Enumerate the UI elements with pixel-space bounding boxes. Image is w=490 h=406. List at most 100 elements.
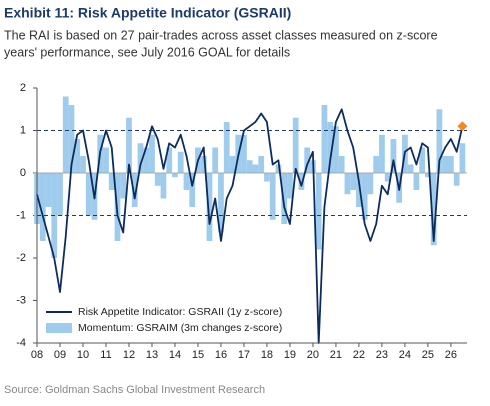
x-tick-label: 19 — [284, 349, 296, 361]
x-tick-label: 21 — [330, 349, 342, 361]
legend-box — [40, 302, 300, 338]
momentum-bar — [74, 139, 81, 173]
momentum-bar — [275, 164, 282, 173]
x-tick-label: 18 — [261, 349, 273, 361]
momentum-bar — [430, 173, 437, 246]
legend-label: Momentum: GSRAIM (3m changes z-score) — [78, 322, 282, 334]
momentum-bar — [333, 126, 339, 173]
momentum-bar — [252, 164, 259, 173]
rai-line — [36, 108, 464, 344]
momentum-bar — [45, 173, 52, 207]
momentum-bar — [413, 173, 420, 190]
momentum-bar — [356, 173, 362, 207]
momentum-bar — [149, 134, 155, 173]
source: Source: Goldman Sachs Global Investment … — [4, 384, 265, 396]
momentum-bar — [453, 173, 460, 186]
y-tick-label: 0 — [20, 167, 26, 179]
momentum-bar — [160, 173, 167, 199]
momentum-bar — [212, 147, 219, 173]
x-tick-label: 14 — [169, 349, 181, 361]
x-tick-label: 15 — [192, 349, 204, 361]
x-tick-label: 25 — [422, 349, 434, 361]
y-tick-label: -4 — [16, 337, 26, 349]
x-tick-label: 10 — [77, 349, 89, 361]
momentum-bar — [68, 105, 75, 173]
momentum-bar — [103, 147, 109, 173]
momentum-bar — [338, 156, 345, 173]
momentum-bar — [315, 173, 322, 250]
momentum-bar — [390, 139, 397, 173]
momentum-bar — [373, 156, 380, 173]
x-tick-label: 11 — [100, 349, 111, 361]
legend-label: Risk Appetite Indicator: GSRAII (1y z-sc… — [78, 306, 282, 318]
momentum-bar — [287, 173, 293, 199]
momentum-bar — [137, 143, 144, 173]
momentum-bar — [62, 96, 69, 173]
momentum-bar — [327, 122, 334, 173]
momentum-bar — [154, 173, 161, 186]
momentum-bar — [361, 173, 368, 220]
momentum-bar — [384, 173, 391, 182]
x-tick-label: 22 — [353, 349, 365, 361]
x-tick-label: 09 — [54, 349, 66, 361]
momentum-bar — [120, 173, 127, 199]
momentum-bar — [241, 134, 247, 173]
legend-swatch — [46, 323, 72, 333]
x-tick-label: 23 — [376, 349, 388, 361]
momentum-bar — [258, 156, 265, 173]
y-tick-label: 1 — [20, 124, 26, 136]
x-tick-label: 12 — [123, 349, 135, 361]
momentum-bar — [292, 117, 299, 173]
subtitle: The RAI is based on 27 pair-trades acros… — [4, 28, 438, 42]
momentum-bar — [166, 147, 173, 173]
momentum-bar — [436, 109, 443, 173]
momentum-bar — [200, 156, 207, 173]
momentum-bar — [350, 173, 357, 190]
momentum-bar — [80, 156, 86, 173]
x-tick-label: 17 — [238, 349, 250, 361]
x-tick-label: 13 — [146, 349, 158, 361]
momentum-bar — [206, 173, 213, 241]
momentum-bar — [298, 173, 305, 190]
momentum-bar — [448, 156, 454, 173]
y-tick-label: -2 — [16, 252, 26, 264]
y-tick-label: -3 — [16, 294, 26, 306]
momentum-bar — [39, 173, 46, 241]
y-tick-label: 2 — [20, 82, 26, 94]
x-tick-label: 08 — [31, 349, 43, 361]
y-tick-label: -1 — [16, 209, 26, 221]
momentum-bar — [108, 173, 115, 190]
momentum-bar — [344, 173, 351, 195]
momentum-bar — [246, 160, 253, 173]
momentum-bar — [183, 173, 190, 190]
x-tick-label: 24 — [399, 349, 411, 361]
chart-title: Exhibit 11: Risk Appetite Indicator (GSR… — [4, 5, 291, 21]
momentum-bar — [379, 134, 385, 173]
momentum-bar — [419, 147, 426, 173]
momentum-bar — [281, 173, 288, 224]
momentum-bar — [143, 147, 150, 173]
momentum-bar — [131, 173, 138, 207]
momentum-bar — [304, 147, 311, 173]
momentum-bar — [218, 173, 224, 233]
momentum-bar — [425, 173, 431, 178]
x-tick-label: 20 — [307, 349, 319, 361]
momentum-bar — [459, 143, 466, 173]
momentum-bar — [223, 122, 230, 173]
momentum-bar — [172, 173, 178, 178]
momentum-bar — [126, 117, 132, 173]
momentum-bar — [442, 156, 449, 173]
x-tick-label: 16 — [215, 349, 227, 361]
momentum-bar — [367, 173, 374, 195]
momentum-bar — [177, 151, 184, 173]
subtitle: years' performance, see July 2016 GOAL f… — [4, 45, 290, 59]
momentum-bar — [269, 173, 276, 220]
latest-marker — [457, 121, 468, 132]
momentum-bar — [85, 173, 92, 216]
x-tick-label: 26 — [445, 349, 457, 361]
momentum-bar — [321, 105, 328, 173]
momentum-bar — [407, 164, 414, 173]
momentum-bar — [189, 173, 196, 207]
momentum-bar — [264, 173, 270, 182]
